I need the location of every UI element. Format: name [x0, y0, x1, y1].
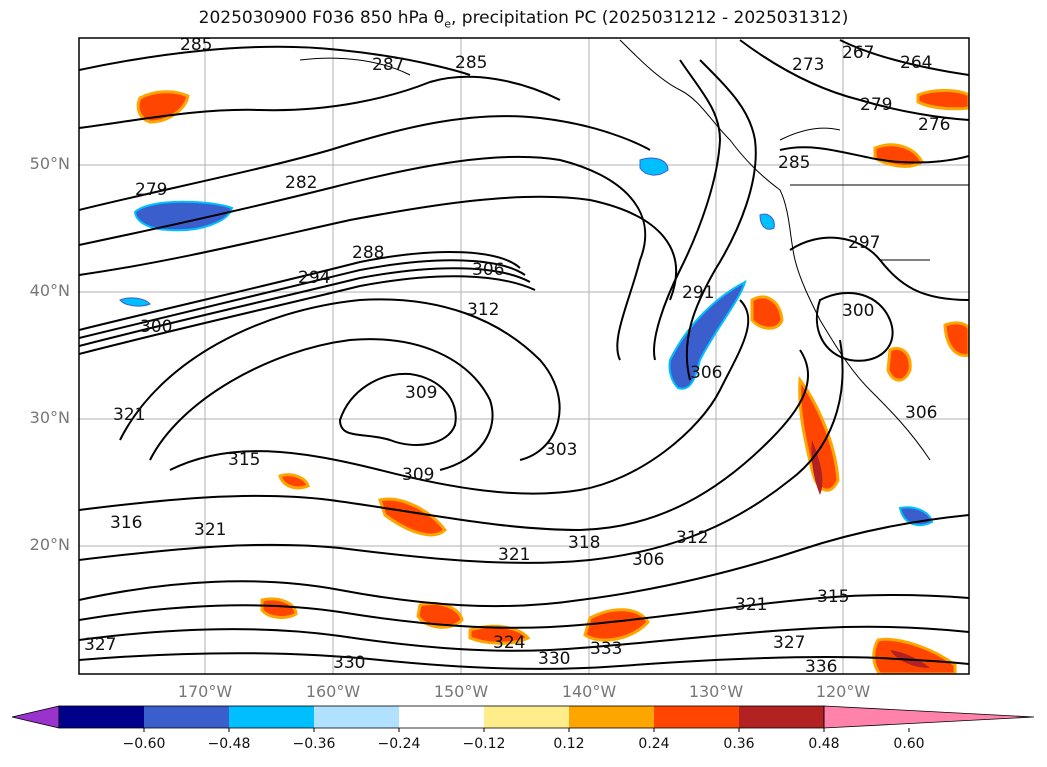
contour-label: 279 — [860, 95, 892, 115]
lon-label: 130°W — [688, 682, 744, 701]
colorbar-tick-label: 0.36 — [723, 736, 755, 752]
colorbar-tick-label: 0.48 — [808, 736, 840, 752]
colorbar-extend-low — [11, 705, 60, 729]
contour-label: 327 — [773, 633, 805, 653]
contour-label: 294 — [298, 268, 330, 288]
colorbar-segment — [144, 706, 229, 728]
contour-label: 336 — [805, 657, 837, 677]
contour-label: 285 — [180, 35, 212, 55]
contour-label: 312 — [676, 528, 708, 548]
contour-label: 264 — [900, 53, 932, 73]
contour-label: 324 — [493, 633, 525, 653]
colorbar-segment — [484, 706, 569, 728]
colorbar-tick-label: −0.60 — [122, 736, 166, 752]
contour-label: 303 — [545, 440, 577, 460]
contour-label: 316 — [110, 513, 142, 533]
contour-label-layer: 285 285 287 267 264 273 276 279 285 279 … — [84, 35, 950, 677]
colorbar-extend-high — [823, 705, 1035, 729]
contour-label: 321 — [194, 520, 226, 540]
lat-label: 30°N — [29, 408, 70, 427]
lat-label: 50°N — [29, 154, 70, 173]
contour-label: 309 — [402, 465, 434, 485]
contour-label: 321 — [498, 545, 530, 565]
colorbar-segment — [59, 706, 144, 728]
colorbar-segment — [229, 706, 314, 728]
contour-label: 276 — [918, 115, 950, 135]
colorbar-tick-label: 0.60 — [893, 736, 925, 752]
colorbar-segment — [739, 706, 824, 728]
colorbar-segment — [654, 706, 739, 728]
contour-label: 267 — [842, 43, 874, 63]
contour-label: 306 — [905, 403, 937, 423]
colorbar-segment — [399, 706, 484, 728]
contour-label: 318 — [568, 533, 600, 553]
contour-label: 300 — [842, 301, 874, 321]
contour-label: 273 — [792, 55, 824, 75]
lat-label: 40°N — [29, 281, 70, 300]
map-frame — [78, 37, 970, 675]
contour-label: 315 — [817, 587, 849, 607]
coastlines — [299, 39, 969, 461]
contour-label: 279 — [135, 180, 167, 200]
contour-label: 297 — [848, 233, 880, 253]
contour-label: 282 — [285, 173, 317, 193]
colorbar-segment — [569, 706, 654, 728]
lon-label: 170°W — [177, 682, 233, 701]
contour-label: 312 — [467, 300, 499, 320]
theta-e-contours — [79, 39, 969, 670]
contour-label: 330 — [333, 653, 365, 673]
contour-label: 300 — [140, 317, 172, 337]
lon-label: 150°W — [433, 682, 489, 701]
lat-label: 20°N — [29, 535, 70, 554]
contour-label: 306 — [690, 363, 722, 383]
colorbar-tick-label: 0.24 — [638, 736, 670, 752]
contour-label: 288 — [352, 243, 384, 263]
gridlines — [79, 38, 969, 674]
colorbar-segment — [314, 706, 399, 728]
colorbar — [11, 705, 1035, 732]
lon-label: 120°W — [815, 682, 871, 701]
contour-label: 327 — [84, 635, 116, 655]
contour-label: 285 — [455, 53, 487, 73]
contour-label: 321 — [113, 405, 145, 425]
contour-label: 287 — [372, 55, 404, 75]
contour-label: 315 — [228, 450, 260, 470]
contour-label: 321 — [735, 595, 767, 615]
colorbar-tick-label: −0.36 — [292, 736, 336, 752]
contour-label: 291 — [682, 283, 714, 303]
map-title: 2025030900 F036 850 hPa θe, precipitatio… — [198, 8, 849, 31]
contour-label: 285 — [778, 153, 810, 173]
colorbar-tick-label: −0.48 — [207, 736, 251, 752]
lon-label: 140°W — [561, 682, 617, 701]
contour-label: 330 — [538, 649, 570, 669]
colorbar-tick-label: −0.24 — [377, 736, 421, 752]
colorbar-tick-label: 0.12 — [553, 736, 585, 752]
lon-label: 160°W — [305, 682, 361, 701]
colorbar-tick-label: −0.12 — [462, 736, 506, 752]
contour-label: 306 — [632, 550, 664, 570]
colorbar-frame — [58, 705, 825, 729]
contour-label: 333 — [590, 639, 622, 659]
contour-label: 309 — [405, 383, 437, 403]
contour-label: 306 — [472, 260, 504, 280]
